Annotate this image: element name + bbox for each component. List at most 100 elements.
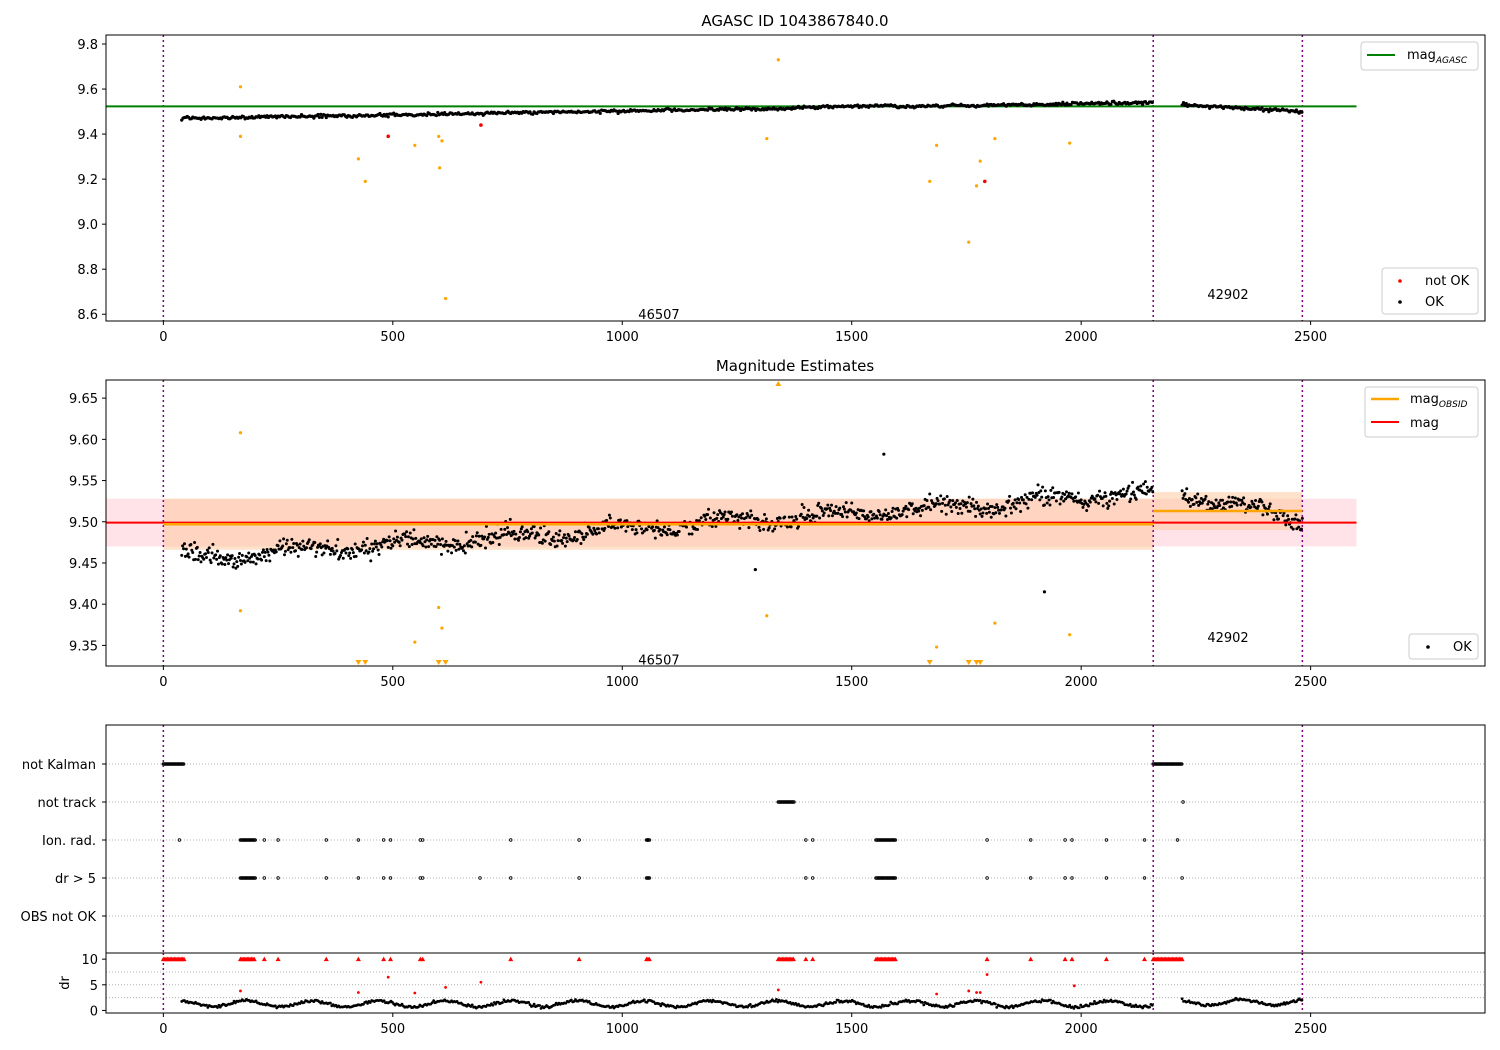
ok-point	[309, 547, 313, 551]
ok-point	[922, 1003, 926, 1007]
ok-point	[444, 539, 448, 543]
ok-point	[249, 560, 253, 564]
outlier-point	[238, 134, 243, 138]
ok-point	[561, 541, 565, 545]
ok-point	[1020, 495, 1024, 499]
ok-point	[363, 543, 367, 547]
ok-point	[235, 560, 239, 564]
y-tick-label: 9.50	[69, 516, 98, 531]
not-ok-point	[978, 991, 982, 994]
ok-point	[940, 509, 944, 513]
ok-point	[464, 530, 468, 534]
ok-point	[593, 529, 597, 533]
ok-point	[189, 543, 193, 547]
flag-marker	[647, 876, 652, 880]
ok-point	[1265, 512, 1269, 516]
ok-point	[749, 509, 753, 513]
ok-point	[1098, 489, 1102, 493]
ok-point	[943, 503, 947, 507]
ok-point	[529, 527, 533, 531]
ok-point	[890, 510, 894, 514]
ok-point	[1235, 503, 1239, 507]
x-tick-label: 1500	[835, 675, 868, 690]
ok-point	[230, 554, 234, 558]
ok-point	[484, 546, 488, 550]
ok-point	[543, 539, 547, 543]
ok-point	[261, 548, 265, 552]
ok-point	[334, 544, 338, 548]
ok-point	[981, 511, 985, 515]
ok-point	[278, 539, 282, 543]
y-tick-label: 9.8	[77, 38, 98, 53]
flag-marker	[253, 838, 257, 842]
ok-point	[556, 539, 560, 543]
ok-point	[479, 543, 483, 547]
ok-point	[558, 529, 562, 533]
ok-point	[526, 530, 530, 534]
ok-point	[196, 558, 200, 562]
ok-point	[767, 526, 771, 530]
ok-point	[993, 506, 997, 510]
ok-point	[1144, 492, 1148, 496]
ok-point	[624, 529, 628, 533]
flag-marker	[1070, 838, 1074, 842]
flag-marker	[276, 838, 280, 842]
ok-point	[905, 515, 909, 519]
ok-point	[640, 531, 644, 535]
y-tick-label: 9.2	[77, 173, 98, 188]
ok-point	[1110, 496, 1114, 500]
ok-point	[237, 555, 241, 559]
ok-point	[1190, 498, 1194, 502]
ok-point	[186, 552, 190, 556]
ok-point	[424, 545, 428, 549]
flag-marker	[324, 876, 328, 880]
x-tick-label: 500	[380, 675, 405, 690]
ok-point	[949, 505, 953, 509]
ok-point	[430, 1001, 434, 1005]
ok-point	[1128, 500, 1132, 504]
ok-point	[1242, 108, 1246, 112]
ok-point	[1204, 494, 1208, 498]
outlier-point	[765, 614, 769, 618]
ok-point	[551, 535, 555, 539]
ok-point	[1045, 501, 1049, 505]
ok-point	[564, 536, 568, 540]
ok-point	[349, 556, 353, 560]
ok-point	[967, 495, 971, 499]
ok-point	[941, 501, 945, 505]
ok-point	[287, 1005, 291, 1008]
outlier-point	[967, 240, 971, 244]
ok-point	[458, 542, 462, 546]
flag-marker	[1175, 838, 1180, 842]
ok-point	[180, 553, 184, 557]
ok-point	[950, 509, 954, 513]
ok-point	[1230, 504, 1234, 508]
ok-point	[267, 553, 271, 557]
ok-point	[214, 553, 218, 557]
x-tick-label: 0	[159, 1022, 167, 1037]
ok-point	[341, 556, 345, 560]
not-ok-capped-marker	[1062, 956, 1068, 962]
ok-point	[613, 526, 617, 530]
ok-point	[910, 502, 914, 506]
ok-point	[423, 540, 427, 544]
ok-point	[207, 546, 211, 550]
ok-point	[285, 538, 289, 542]
x-tick-label: 2000	[1065, 330, 1098, 345]
ok-point	[830, 514, 834, 518]
x-tick-label: 500	[380, 1022, 405, 1037]
ok-point	[1203, 497, 1207, 501]
y-tick-label: 10	[81, 953, 98, 968]
ok-point	[239, 562, 243, 566]
ok-point	[1035, 493, 1039, 497]
ok-point	[361, 544, 365, 548]
not-ok-capped-marker	[381, 956, 387, 962]
ok-point	[1139, 484, 1143, 488]
ok-point	[392, 537, 396, 541]
flag-marker	[811, 876, 815, 880]
ok-point	[374, 545, 378, 549]
ok-point	[1023, 493, 1027, 497]
ok-point	[301, 539, 305, 543]
ok-point	[841, 515, 845, 519]
flag-marker	[985, 838, 989, 842]
